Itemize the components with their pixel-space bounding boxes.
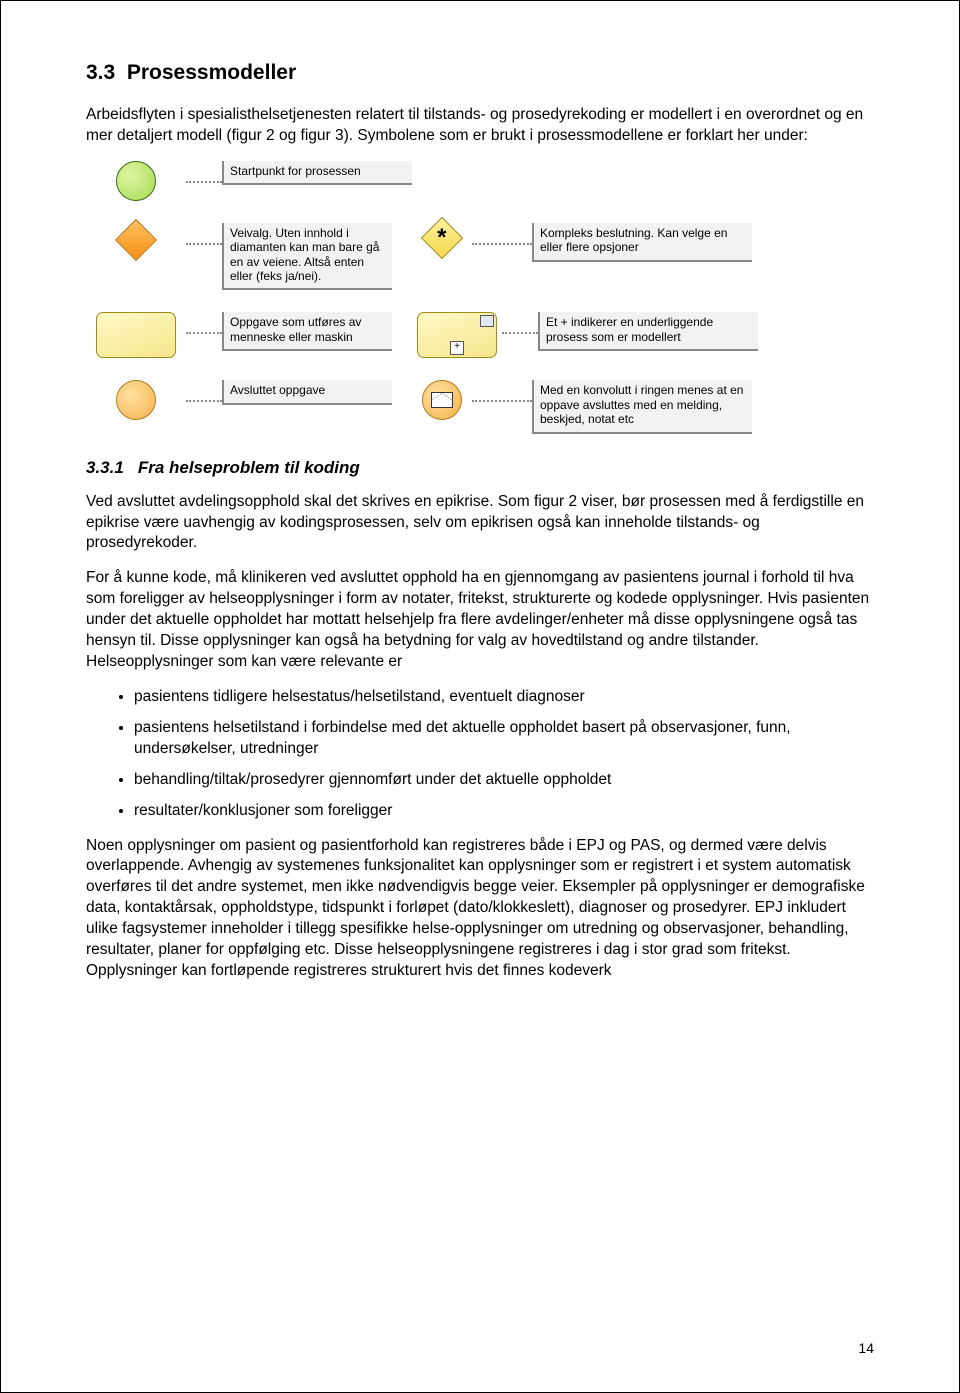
subprocess-rect-icon: + bbox=[417, 312, 497, 358]
legend-row-start: Startpunkt for prosessen bbox=[86, 161, 874, 201]
connector-dots bbox=[186, 181, 222, 184]
subsection-heading: 3.3.1 Fra helseproblem til koding bbox=[86, 458, 874, 478]
symbol-legend: Startpunkt for prosessen Veivalg. Uten i… bbox=[86, 161, 874, 434]
subsection-title-text: Fra helseproblem til koding bbox=[138, 458, 360, 477]
legend-desc-task: Oppgave som utføres av menneske eller ma… bbox=[222, 312, 392, 351]
orange-circle-icon bbox=[116, 380, 156, 420]
legend-desc-start: Startpunkt for prosessen bbox=[222, 161, 412, 185]
bullet-list: pasientens tidligere helsestatus/helseti… bbox=[86, 687, 874, 822]
connector-dots bbox=[502, 332, 538, 335]
legend-row-task: Oppgave som utføres av menneske eller ma… bbox=[86, 312, 874, 358]
legend-desc-complex: Kompleks beslutning. Kan velge en eller … bbox=[532, 223, 752, 262]
subsection-number: 3.3.1 bbox=[86, 458, 124, 477]
paragraph-3: For å kunne kode, må klinikeren ved avsl… bbox=[86, 568, 874, 673]
list-item: resultater/konklusjoner som foreligger bbox=[134, 801, 874, 822]
connector-dots bbox=[186, 332, 222, 335]
green-circle-icon bbox=[116, 161, 156, 201]
legend-row-decision: Veivalg. Uten innhold i diamanten kan ma… bbox=[86, 223, 874, 291]
complex-decision-symbol: * bbox=[412, 223, 472, 253]
envelope-circle-icon bbox=[422, 380, 462, 420]
subprocess-symbol: + bbox=[412, 312, 502, 358]
message-end-symbol bbox=[412, 380, 472, 420]
task-symbol bbox=[86, 312, 186, 358]
asterisk-diamond-icon: * bbox=[421, 217, 463, 259]
plus-icon: + bbox=[450, 341, 464, 355]
paragraph-intro: Arbeidsflyten i spesialisthelsetjenesten… bbox=[86, 105, 874, 147]
document-page: 3.3 Prosessmodeller Arbeidsflyten i spes… bbox=[0, 0, 960, 1393]
end-symbol bbox=[86, 380, 186, 420]
page-number: 14 bbox=[858, 1340, 874, 1356]
start-symbol bbox=[86, 161, 186, 201]
legend-desc-decision: Veivalg. Uten innhold i diamanten kan ma… bbox=[222, 223, 392, 291]
list-item: pasientens helsetilstand i forbindelse m… bbox=[134, 718, 874, 760]
connector-dots bbox=[186, 243, 222, 246]
corner-icon bbox=[480, 315, 494, 327]
connector-dots bbox=[472, 243, 532, 246]
list-item: pasientens tidligere helsestatus/helseti… bbox=[134, 687, 874, 708]
connector-dots bbox=[186, 400, 222, 403]
legend-desc-end: Avsluttet oppgave bbox=[222, 380, 392, 404]
decision-symbol bbox=[86, 223, 186, 257]
paragraph-4: Noen opplysninger om pasient og pasientf… bbox=[86, 836, 874, 982]
section-number: 3.3 bbox=[86, 61, 115, 84]
section-title-text: Prosessmodeller bbox=[127, 61, 296, 84]
envelope-icon bbox=[431, 392, 453, 408]
legend-desc-message-end: Med en konvolutt i ringen menes at en op… bbox=[532, 380, 752, 433]
list-item: behandling/tiltak/prosedyrer gjennomført… bbox=[134, 770, 874, 791]
legend-desc-subprocess: Et + indikerer en underliggende prosess … bbox=[538, 312, 758, 351]
task-rect-icon bbox=[96, 312, 176, 358]
paragraph-2: Ved avsluttet avdelingsopphold skal det … bbox=[86, 492, 874, 555]
connector-dots bbox=[472, 400, 532, 403]
section-heading: 3.3 Prosessmodeller bbox=[86, 61, 874, 85]
orange-diamond-icon bbox=[115, 219, 157, 261]
legend-row-end: Avsluttet oppgave Med en konvolutt i rin… bbox=[86, 380, 874, 433]
